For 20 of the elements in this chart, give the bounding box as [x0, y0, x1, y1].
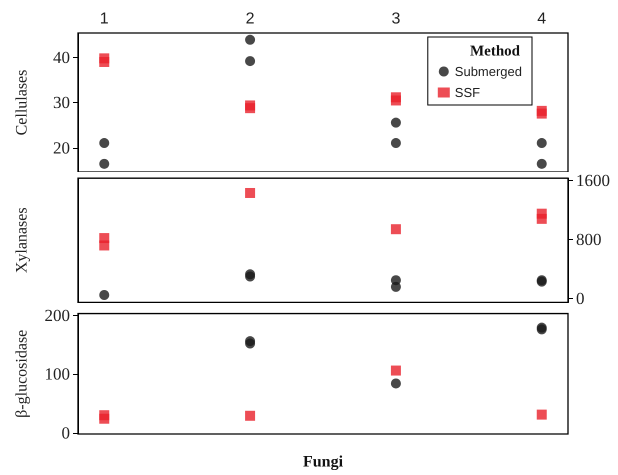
y2-tick-label: 800: [576, 230, 602, 250]
y-tick-label: 200: [44, 306, 70, 325]
y-tick-label: 0: [62, 423, 70, 442]
y-axis-title: Xylanases: [14, 207, 30, 274]
y-tick-label: 30: [53, 93, 70, 112]
x-tick-label: 1: [100, 10, 109, 28]
x-tick-label: 4: [537, 10, 546, 28]
y-tick-label: 40: [53, 48, 70, 67]
legend-title: Method: [470, 44, 521, 60]
x-tick-label: 2: [246, 10, 255, 28]
legend-label: SSF: [454, 85, 480, 100]
y-tick-label: 20: [53, 138, 70, 158]
y2-tick-label: 1600: [576, 170, 610, 190]
x-tick-label: 3: [391, 10, 400, 28]
y2-tick-label: 0: [576, 289, 584, 308]
legend-label: Submerged: [454, 64, 522, 79]
x-axis-title: Fungi: [302, 454, 344, 470]
y-tick-label: 100: [44, 364, 70, 384]
y-axis-title: Cellulases: [14, 70, 30, 136]
y-axis-title: β-glucosidase: [14, 330, 30, 418]
